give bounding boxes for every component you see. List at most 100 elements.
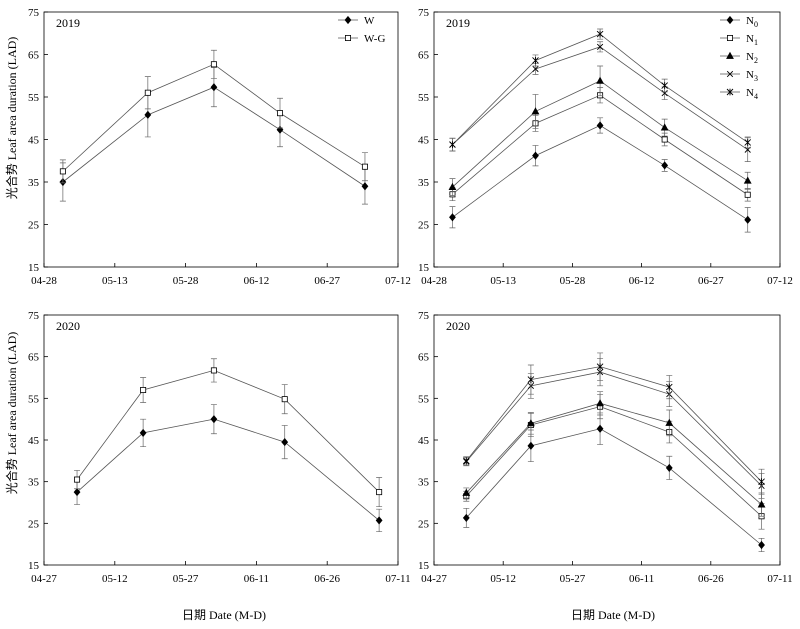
- data-point: [660, 123, 669, 131]
- y-tick-label: 45: [418, 435, 430, 447]
- panel-top-right: 15 25 35 45 55 65 75 04-28 05-13 05-28 06-12 06-27 0…: [418, 7, 793, 287]
- legend-label: N1: [746, 33, 758, 47]
- x-tick-label: 06-27: [698, 275, 724, 287]
- data-point: [376, 489, 383, 496]
- year-label: 2020: [446, 319, 470, 333]
- data-point: [361, 182, 369, 191]
- data-point: [74, 476, 81, 483]
- y-tick-label: 25: [418, 220, 430, 232]
- legend-label: W-G: [364, 33, 385, 45]
- y-tick-label: 25: [418, 518, 430, 530]
- data-point: [596, 121, 604, 130]
- x-tick-label: 06-11: [629, 573, 654, 585]
- data-point: [144, 110, 152, 119]
- data-point: [139, 428, 147, 437]
- y-tick-label: 65: [28, 50, 40, 62]
- legend-marker: [727, 35, 734, 42]
- legend-label: W: [364, 15, 375, 27]
- y-tick-label: 35: [418, 477, 430, 489]
- series-W: [73, 404, 383, 533]
- data-point: [758, 540, 765, 550]
- legend-label: N2: [746, 51, 758, 65]
- x-tick-label: 05-28: [173, 275, 199, 287]
- legend-marker: [726, 15, 734, 25]
- data-point: [144, 89, 151, 96]
- y-tick-label: 45: [28, 135, 40, 147]
- series-line: [452, 94, 748, 196]
- data-point: [140, 386, 147, 393]
- y-tick-label: 25: [28, 518, 40, 530]
- data-point: [210, 83, 218, 92]
- y-tick-label: 15: [418, 262, 430, 274]
- data-point: [596, 363, 604, 371]
- data-point: [73, 488, 81, 497]
- series-N2: [448, 65, 752, 196]
- data-point: [665, 418, 674, 426]
- series-line: [76, 369, 380, 493]
- x-tick-label: 06-26: [314, 573, 340, 585]
- y-tick-label: 65: [418, 50, 430, 62]
- y-tick-label: 65: [28, 352, 40, 364]
- data-point: [596, 424, 604, 433]
- data-point: [449, 141, 456, 148]
- data-point: [375, 516, 383, 525]
- x-tick-label: 04-27: [421, 573, 447, 585]
- legend-marker: [726, 88, 734, 96]
- x-tick-label: 05-27: [173, 573, 199, 585]
- x-tick-label: 04-28: [31, 275, 57, 287]
- y-tick-label: 65: [418, 352, 430, 364]
- year-label: 2019: [446, 16, 470, 30]
- y-tick-label: 75: [418, 310, 430, 322]
- data-point: [462, 457, 470, 465]
- data-point: [757, 500, 766, 508]
- series-N1: [449, 87, 751, 202]
- y-tick-label: 15: [28, 560, 40, 572]
- data-point: [596, 76, 604, 84]
- legend: N0 N1 N2 N3 N4: [720, 15, 758, 101]
- series-W-G: [74, 358, 383, 508]
- x-tick-label: 07-12: [385, 275, 411, 287]
- data-point: [532, 151, 539, 160]
- data-point: [462, 488, 471, 496]
- legend-marker: [344, 15, 352, 25]
- data-point: [210, 367, 217, 374]
- panel-bottom-right: 15 25 35 45 55 65 75 04-27 05-12 05-27 06-11 06-26 0…: [418, 310, 793, 585]
- y-tick-label: 75: [28, 310, 40, 322]
- series-N2: [462, 391, 766, 517]
- data-point: [361, 163, 368, 170]
- data-point: [596, 399, 604, 407]
- x-tick-label: 05-28: [560, 275, 586, 287]
- data-point: [665, 463, 673, 472]
- series-W-G: [59, 49, 368, 184]
- x-axis-label-left: 日期 Date (M-D): [182, 608, 266, 622]
- data-point: [744, 191, 751, 198]
- x-tick-label: 07-12: [767, 275, 793, 287]
- x-tick-label: 06-12: [244, 275, 270, 287]
- data-point: [758, 478, 765, 486]
- series-N4: [462, 352, 765, 495]
- x-axis-label-right: 日期 Date (M-D): [571, 608, 655, 622]
- legend-marker: [344, 35, 351, 42]
- data-point: [531, 107, 540, 115]
- x-tick-label: 04-28: [421, 275, 447, 287]
- panel-bottom-left: 15 25 35 45 55 65 75 04-27 05-12 05-27 06-11 06-26 0…: [28, 310, 411, 585]
- legend-marker: [726, 51, 734, 59]
- y-axis-label-top: 光合势 Leaf area duration (LAD): [4, 37, 19, 200]
- y-tick-label: 75: [28, 7, 40, 19]
- data-point: [744, 139, 752, 146]
- data-point: [661, 82, 668, 89]
- y-tick-label: 35: [418, 177, 430, 189]
- series-line: [465, 406, 762, 517]
- y-axis-label-bottom: 光合势 Leaf area duration (LAD): [4, 332, 19, 495]
- data-point: [661, 90, 668, 97]
- x-tick-label: 05-12: [102, 573, 128, 585]
- y-tick-label: 15: [28, 262, 40, 274]
- x-tick-label: 05-12: [490, 573, 516, 585]
- data-point: [59, 168, 66, 175]
- data-point: [532, 65, 539, 73]
- data-point: [281, 396, 288, 403]
- y-tick-label: 55: [28, 92, 40, 104]
- x-tick-label: 05-27: [560, 573, 586, 585]
- legend-marker: [726, 70, 734, 78]
